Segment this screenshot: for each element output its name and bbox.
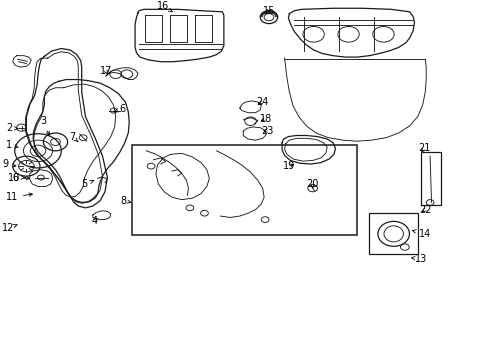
Text: 22: 22 (418, 204, 430, 215)
Text: 18: 18 (260, 114, 272, 124)
Text: 5: 5 (81, 179, 93, 189)
Text: 20: 20 (306, 179, 318, 189)
Text: 6: 6 (12, 173, 29, 183)
Text: 11: 11 (6, 192, 32, 202)
Text: 12: 12 (2, 223, 17, 233)
Text: 13: 13 (411, 254, 427, 264)
Text: 16: 16 (157, 1, 172, 12)
Text: 23: 23 (261, 126, 273, 135)
Text: 3: 3 (40, 116, 49, 135)
Text: 4: 4 (91, 216, 97, 226)
Text: 21: 21 (417, 143, 429, 153)
Text: 1: 1 (6, 140, 18, 150)
Text: 2: 2 (6, 123, 18, 133)
Bar (131, 145, 357, 235)
Text: 14: 14 (412, 229, 430, 239)
Text: 19: 19 (283, 161, 295, 171)
Text: 7: 7 (69, 131, 78, 141)
Text: 17: 17 (100, 66, 112, 76)
Text: 24: 24 (256, 97, 268, 107)
Text: 8: 8 (120, 196, 130, 206)
Bar (368, 213, 417, 254)
Bar (421, 152, 440, 205)
Text: 6: 6 (114, 104, 125, 114)
Text: 10: 10 (8, 172, 25, 183)
Text: 15: 15 (262, 6, 275, 16)
Text: 9: 9 (2, 159, 16, 169)
